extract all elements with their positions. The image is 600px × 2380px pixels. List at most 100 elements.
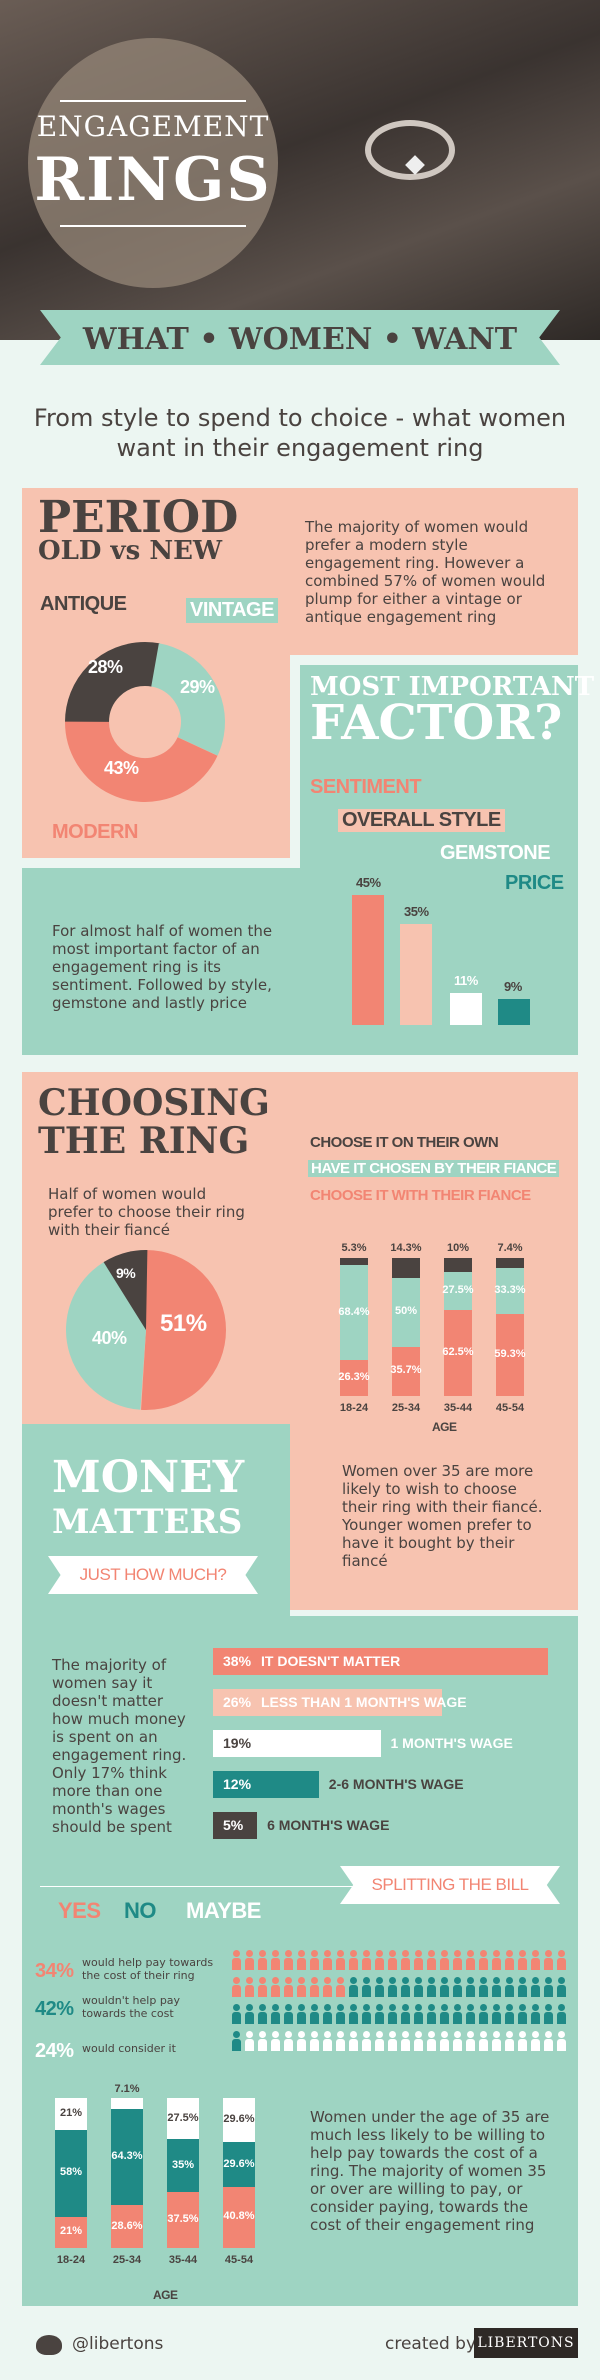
person-icon: [323, 2004, 332, 2024]
choosing-legend-own: CHOOSE IT ON THEIR OWN: [310, 1134, 499, 1151]
factor-bar-gemstone: [450, 993, 482, 1025]
money-bar: [213, 1648, 548, 1675]
choosing-text2: Women over 35 are more likely to wish to…: [342, 1462, 543, 1570]
subtitle-line1: From style to spend to choice - what wom…: [33, 404, 567, 432]
factor-bottom-panel: [22, 868, 578, 1055]
split-row-maybe-text: would consider it: [82, 2042, 176, 2055]
person-icon: [518, 1977, 527, 1997]
person-icon: [453, 2031, 462, 2051]
choosing-text: Half of women would prefer to choose the…: [48, 1185, 245, 1239]
choosing-legend-with: CHOOSE IT WITH THEIR FIANCE: [310, 1187, 531, 1204]
money-title2: MATTERS: [52, 1502, 243, 1542]
money-bar: [213, 1771, 319, 1798]
person-icon: [531, 1950, 540, 1970]
person-icon: [336, 2031, 345, 2051]
factor-value-sentiment: 45%: [356, 875, 381, 890]
person-icon: [544, 2004, 553, 2024]
ring-icon: [365, 120, 455, 180]
person-icon: [271, 1977, 280, 1997]
choosing-age-label: AGE: [432, 1420, 457, 1434]
split-bar-segment: [55, 2129, 87, 2217]
money-bar-pct: 5%: [223, 1817, 244, 1833]
person-icon: [349, 1950, 358, 1970]
person-icon: [544, 1950, 553, 1970]
person-icon: [427, 2031, 436, 2051]
choosing-bar-value: 59.3%: [494, 1348, 526, 1361]
split-row-no-text: wouldn't help pay towards the cost: [82, 1994, 181, 2020]
twitter-icon[interactable]: [36, 2335, 62, 2355]
person-icon: [505, 1977, 514, 1997]
period-value-modern: 43%: [104, 758, 139, 778]
choosing-bar-value: 7.4%: [497, 1242, 523, 1254]
period-label-antique: ANTIQUE: [40, 593, 127, 615]
split-bar-value: 58%: [59, 2166, 83, 2178]
split-bar-value: 27.5%: [167, 2111, 199, 2124]
factor-value-price: 9%: [504, 979, 522, 994]
split-bar-value: 21%: [59, 2225, 83, 2238]
choosing-bar-segment: [392, 1258, 420, 1278]
person-icon: [388, 1977, 397, 1997]
footer-handle[interactable]: @libertons: [72, 2334, 164, 2354]
split-age-tick: 25-34: [112, 2254, 142, 2266]
person-icon: [466, 1950, 475, 1970]
person-icon: [479, 2031, 488, 2051]
factor-label-sentiment: SENTIMENT: [310, 776, 422, 798]
person-icon: [427, 1950, 436, 1970]
person-icon: [271, 1950, 280, 1970]
period-label-modern: MODERN: [52, 821, 138, 843]
person-icon: [388, 1950, 397, 1970]
person-icon: [401, 1950, 410, 1970]
header-line2: RINGS: [34, 145, 272, 215]
person-icon: [375, 2031, 384, 2051]
factor-label-gemstone: GEMSTONE: [440, 842, 551, 864]
split-bar-value: 40.8%: [223, 2210, 255, 2223]
person-icon: [323, 2031, 332, 2051]
choosing-age-tick: 25-34: [391, 1402, 421, 1414]
split-row-maybe-pct: 24%: [35, 2040, 74, 2062]
choosing-right-panel: [290, 1424, 578, 1610]
choosing-bar-segment: [392, 1277, 420, 1347]
footer-brand[interactable]: LIBERTONS: [474, 2328, 578, 2358]
header-divider: [60, 100, 246, 102]
person-icon: [544, 2031, 553, 2051]
person-icon: [466, 2004, 475, 2024]
money-bar-pct: 38%: [223, 1653, 252, 1669]
choosing-bar-value: 14.3%: [390, 1242, 422, 1254]
factor-bars: [352, 890, 542, 1025]
factor-title2: FACTOR?: [310, 695, 563, 751]
person-icon: [232, 1977, 241, 1997]
person-icon: [518, 1950, 527, 1970]
banner-ribbon: [40, 310, 560, 365]
person-icon: [245, 2031, 254, 2051]
person-icon: [414, 2004, 423, 2024]
person-icon: [284, 1950, 293, 1970]
choosing-age-tick: 18-24: [339, 1402, 369, 1414]
split-bar-segment: [55, 2098, 87, 2130]
header-circle: [28, 38, 278, 288]
split-bar-value: 28.6%: [111, 2219, 143, 2232]
split-bar-segment: [167, 2191, 199, 2248]
money-bar-pct: 26%: [223, 1694, 252, 1710]
money-bar-label: 2-6 MONTH'S WAGE: [328, 1776, 464, 1792]
factor-bar-sentiment: [352, 895, 384, 1025]
factor-label-price: PRICE: [505, 872, 564, 894]
person-icon: [349, 2031, 358, 2051]
choosing-bar-value: 26.3%: [338, 1370, 370, 1383]
person-icon: [232, 2031, 241, 2051]
person-icon: [349, 2004, 358, 2024]
choosing-bar-value: 5.3%: [341, 1242, 367, 1254]
person-icon: [453, 2004, 462, 2024]
split-age-tick: 35-44: [168, 2254, 198, 2266]
person-icon: [245, 1977, 254, 1997]
header-line1: ENGAGEMENT: [36, 110, 270, 143]
split-badge-label: SPLITTING THE BILL: [371, 1875, 529, 1894]
money-bar-label: LESS THAN 1 MONTH'S WAGE: [261, 1694, 467, 1710]
money-bar-label: 6 MONTH'S WAGE: [267, 1817, 390, 1833]
period-donut: [65, 642, 225, 802]
subtitle-line2: want in their engagement ring: [116, 434, 484, 462]
money-bar-label: IT DOESN'T MATTER: [261, 1653, 401, 1669]
person-icon: [518, 2031, 527, 2051]
money-bars: 38% IT DOESN'T MATTER 26% LESS THAN 1 MONTH…: [213, 1648, 573, 1848]
split-row-no-pct: 42%: [35, 1998, 74, 2020]
person-icon: [258, 2004, 267, 2024]
